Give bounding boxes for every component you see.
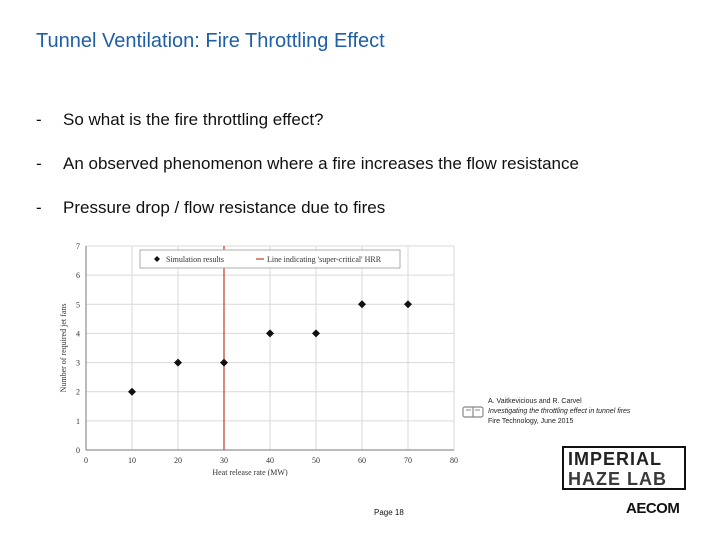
citation: A. Vaitkevicious and R. Carvel Investiga… bbox=[488, 397, 630, 427]
legend-label-simulation: Simulation results bbox=[166, 255, 224, 264]
legend-marker-simulation bbox=[154, 256, 160, 262]
data-point bbox=[174, 358, 182, 367]
logo-text-hazelab: HAZE LAB bbox=[568, 469, 667, 489]
data-point bbox=[312, 329, 320, 338]
x-tick-label: 10 bbox=[128, 456, 136, 465]
x-tick-label: 0 bbox=[84, 456, 88, 465]
bullet-item: - Pressure drop / flow resistance due to… bbox=[36, 198, 579, 242]
x-tick-label: 20 bbox=[174, 456, 182, 465]
y-tick-label: 7 bbox=[76, 242, 80, 251]
y-tick-label: 1 bbox=[76, 417, 80, 426]
citation-source: Fire Technology, June 2015 bbox=[488, 418, 574, 425]
bullet-text: So what is the fire throttling effect? bbox=[63, 110, 324, 129]
x-tick-label: 80 bbox=[450, 456, 458, 465]
imperial-hazelab-logo: IMPERIAL HAZE LAB bbox=[562, 446, 686, 490]
data-point bbox=[220, 358, 228, 367]
y-tick-label: 0 bbox=[76, 446, 80, 455]
page-number: Page 18 bbox=[374, 508, 404, 517]
y-tick-label: 3 bbox=[76, 359, 80, 368]
data-point bbox=[404, 300, 412, 309]
y-tick-label: 5 bbox=[76, 300, 80, 309]
data-point bbox=[266, 329, 274, 338]
scatter-chart: 0 10 20 30 40 50 60 70 80 0 1 2 3 4 5 6 7 Heat release ra… bbox=[59, 242, 458, 476]
logo-text-imperial: IMPERIAL bbox=[568, 449, 663, 469]
bullet-marker: - bbox=[36, 198, 42, 217]
data-point bbox=[358, 300, 366, 309]
y-tick-label: 2 bbox=[76, 388, 80, 397]
bullet-item: - An observed phenomenon where a fire in… bbox=[36, 154, 579, 198]
citation-title: Investigating the throttling effect in t… bbox=[488, 408, 631, 415]
legend-label-reference: Line indicating 'super-critical' HRR bbox=[267, 255, 382, 264]
legend-box bbox=[139, 249, 401, 269]
bullet-text: Pressure drop / flow resistance due to f… bbox=[63, 198, 386, 217]
y-tick-label: 6 bbox=[76, 271, 80, 280]
x-tick-label: 40 bbox=[266, 456, 274, 465]
bullet-item: - So what is the fire throttling effect? bbox=[36, 110, 579, 154]
bullet-text: An observed phenomenon where a fire incr… bbox=[63, 154, 579, 173]
x-tick-label: 60 bbox=[358, 456, 366, 465]
book-icon bbox=[462, 404, 484, 425]
x-tick-label: 30 bbox=[220, 456, 228, 465]
y-axis-label: Number of required jet fans bbox=[59, 304, 68, 393]
bullet-marker: - bbox=[36, 154, 42, 173]
data-point bbox=[128, 387, 136, 396]
bullet-list: - So what is the fire throttling effect?… bbox=[36, 110, 579, 242]
y-tick-label: 4 bbox=[76, 329, 80, 338]
x-axis-label: Heat release rate (MW) bbox=[212, 468, 288, 476]
bullet-marker: - bbox=[36, 110, 42, 129]
x-tick-label: 50 bbox=[312, 456, 320, 465]
aecom-logo: AECOM bbox=[626, 500, 680, 517]
citation-authors: A. Vaitkevicious and R. Carvel bbox=[488, 398, 582, 405]
x-tick-label: 70 bbox=[404, 456, 412, 465]
slide-title: Tunnel Ventilation: Fire Throttling Effe… bbox=[36, 30, 385, 52]
